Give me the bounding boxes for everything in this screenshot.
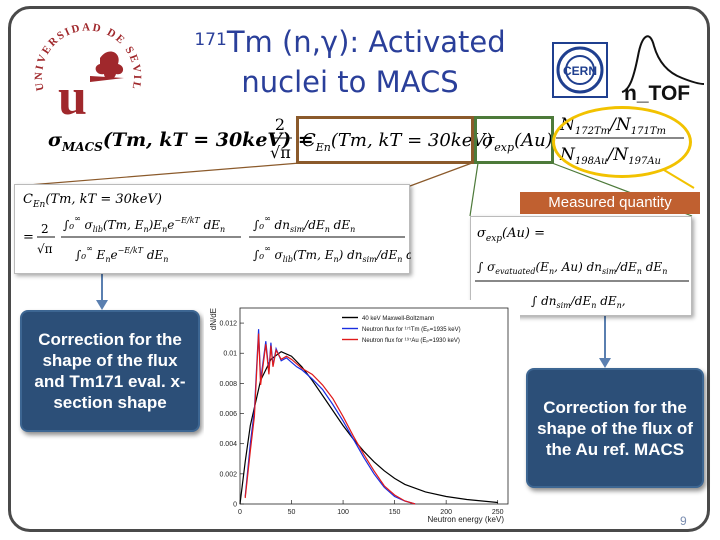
neutron-flux-chart: 0 50 100 150 200 250 0 0.002 0.004 0.006 0.008 0.01… <box>204 300 520 526</box>
chart-background <box>204 300 520 526</box>
callout-right-text: Correction for the shape of the flux of … <box>537 397 693 459</box>
title-line1: Tm (n,γ): Activated <box>226 25 506 59</box>
au-flux-correction-callout: Correction for the shape of the flux of … <box>526 368 704 488</box>
legend-entry-1: Neutron flux for ¹⁷¹Tm (Eₚ=1935 keV) <box>362 326 461 333</box>
au-cross-section-formula-panel: σexp(Au) = ∫ σevatuated(En, Au) dnsim/dE… <box>470 216 692 316</box>
x-tick-label: 250 <box>492 509 504 516</box>
cern-logo-icon: CERN <box>552 42 608 98</box>
activation-ratio-highlight <box>552 106 692 178</box>
series-line-2 <box>244 333 416 505</box>
x-tick-label: 50 <box>288 509 296 516</box>
y-tick-label: 0.012 <box>219 321 237 328</box>
x-tick-label: 100 <box>337 509 349 516</box>
au-cross-section-highlight-box <box>474 116 554 164</box>
y-tick-label: 0 <box>233 502 237 509</box>
slide-frame <box>8 6 710 532</box>
title-superscript: 171 <box>194 30 227 50</box>
plot-frame <box>239 307 509 505</box>
svg-text:∫₀∞ σlib(Tm, En)Ene−E/kT dEn: ∫₀∞ σlib(Tm, En)Ene−E/kT dEn <box>63 214 225 234</box>
svg-text:√π: √π <box>37 242 53 256</box>
svg-text:∫ dnsim/dEn dEn,: ∫ dnsim/dEn dEn, <box>531 294 626 310</box>
ntof-logo-icon: n_TOF <box>621 35 705 105</box>
slide-title: 171Tm (n,γ): Activated nuclei to MACS <box>180 22 520 102</box>
page-number: 9 <box>680 514 687 528</box>
measured-quantity-label: Measured quantity <box>520 192 700 214</box>
svg-text:∫₀∞ Ene−E/kT dEn: ∫₀∞ Ene−E/kT dEn <box>75 244 168 264</box>
flux-shape-correction-callout: Correction for the shape of the flux and… <box>20 310 200 432</box>
svg-text:CEn(Tm, kT = 30keV): CEn(Tm, kT = 30keV) <box>23 192 162 210</box>
svg-text:2: 2 <box>275 115 285 134</box>
series-line-0 <box>239 351 498 505</box>
svg-text:√π: √π <box>270 143 291 162</box>
x-tick-label: 0 <box>238 509 242 516</box>
svg-text:u: u <box>58 69 87 120</box>
x-axis-label: Neutron energy (keV) <box>428 515 505 524</box>
y-axis-label: dN/dE <box>209 308 218 330</box>
svg-text:σexp(Au): σexp(Au) <box>482 130 553 154</box>
y-tick-label: 0.01 <box>223 351 237 358</box>
callout-left-text: Correction for the shape of the flux and… <box>34 330 186 412</box>
legend-entry-0: 40 keV Maxwell-Boltzmann <box>362 316 434 322</box>
legend-entry-2: Neutron flux for ¹⁹⁷Au (Eₚ=1930 keV) <box>362 337 460 344</box>
y-tick-label: 0.008 <box>219 381 237 388</box>
y-tick-label: 0.002 <box>219 471 237 478</box>
svg-text:σexp(Au) =: σexp(Au) = <box>477 226 545 244</box>
svg-text:∫₀∞ dnsim/dEn dEn: ∫₀∞ dnsim/dEn dEn <box>253 214 355 234</box>
cern-logo-text: CERN <box>563 64 597 78</box>
svg-text:CEn(Tm, kT = 30keV): CEn(Tm, kT = 30keV) <box>302 130 492 154</box>
y-tick-label: 0.004 <box>219 441 237 448</box>
y-tick-label: 0.006 <box>219 411 237 418</box>
x-tick-label: 200 <box>440 509 452 516</box>
svg-text:=: = <box>23 230 34 245</box>
svg-text:∫₀∞ σlib(Tm, En) dnsim/dEn dEn: ∫₀∞ σlib(Tm, En) dnsim/dEn dEn <box>253 244 411 264</box>
svg-text:∫ σevatuated(En, Au) dnsim/dEn: ∫ σevatuated(En, Au) dnsim/dEn dEn <box>477 260 667 276</box>
svg-text:2: 2 <box>41 222 49 236</box>
flux-correction-highlight-box <box>296 116 474 164</box>
x-tick-label: 150 <box>389 509 401 516</box>
ntof-logo-text: n_TOF <box>624 82 690 105</box>
flux-correction-formula-panel: CEn(Tm, kT = 30keV) = 2 √π ∫₀∞ σlib(Tm, … <box>14 184 428 274</box>
university-seal-icon: UNIVERSIDAD DE SEVILLA u <box>30 16 141 120</box>
title-line2: nuclei to MACS <box>241 65 459 99</box>
